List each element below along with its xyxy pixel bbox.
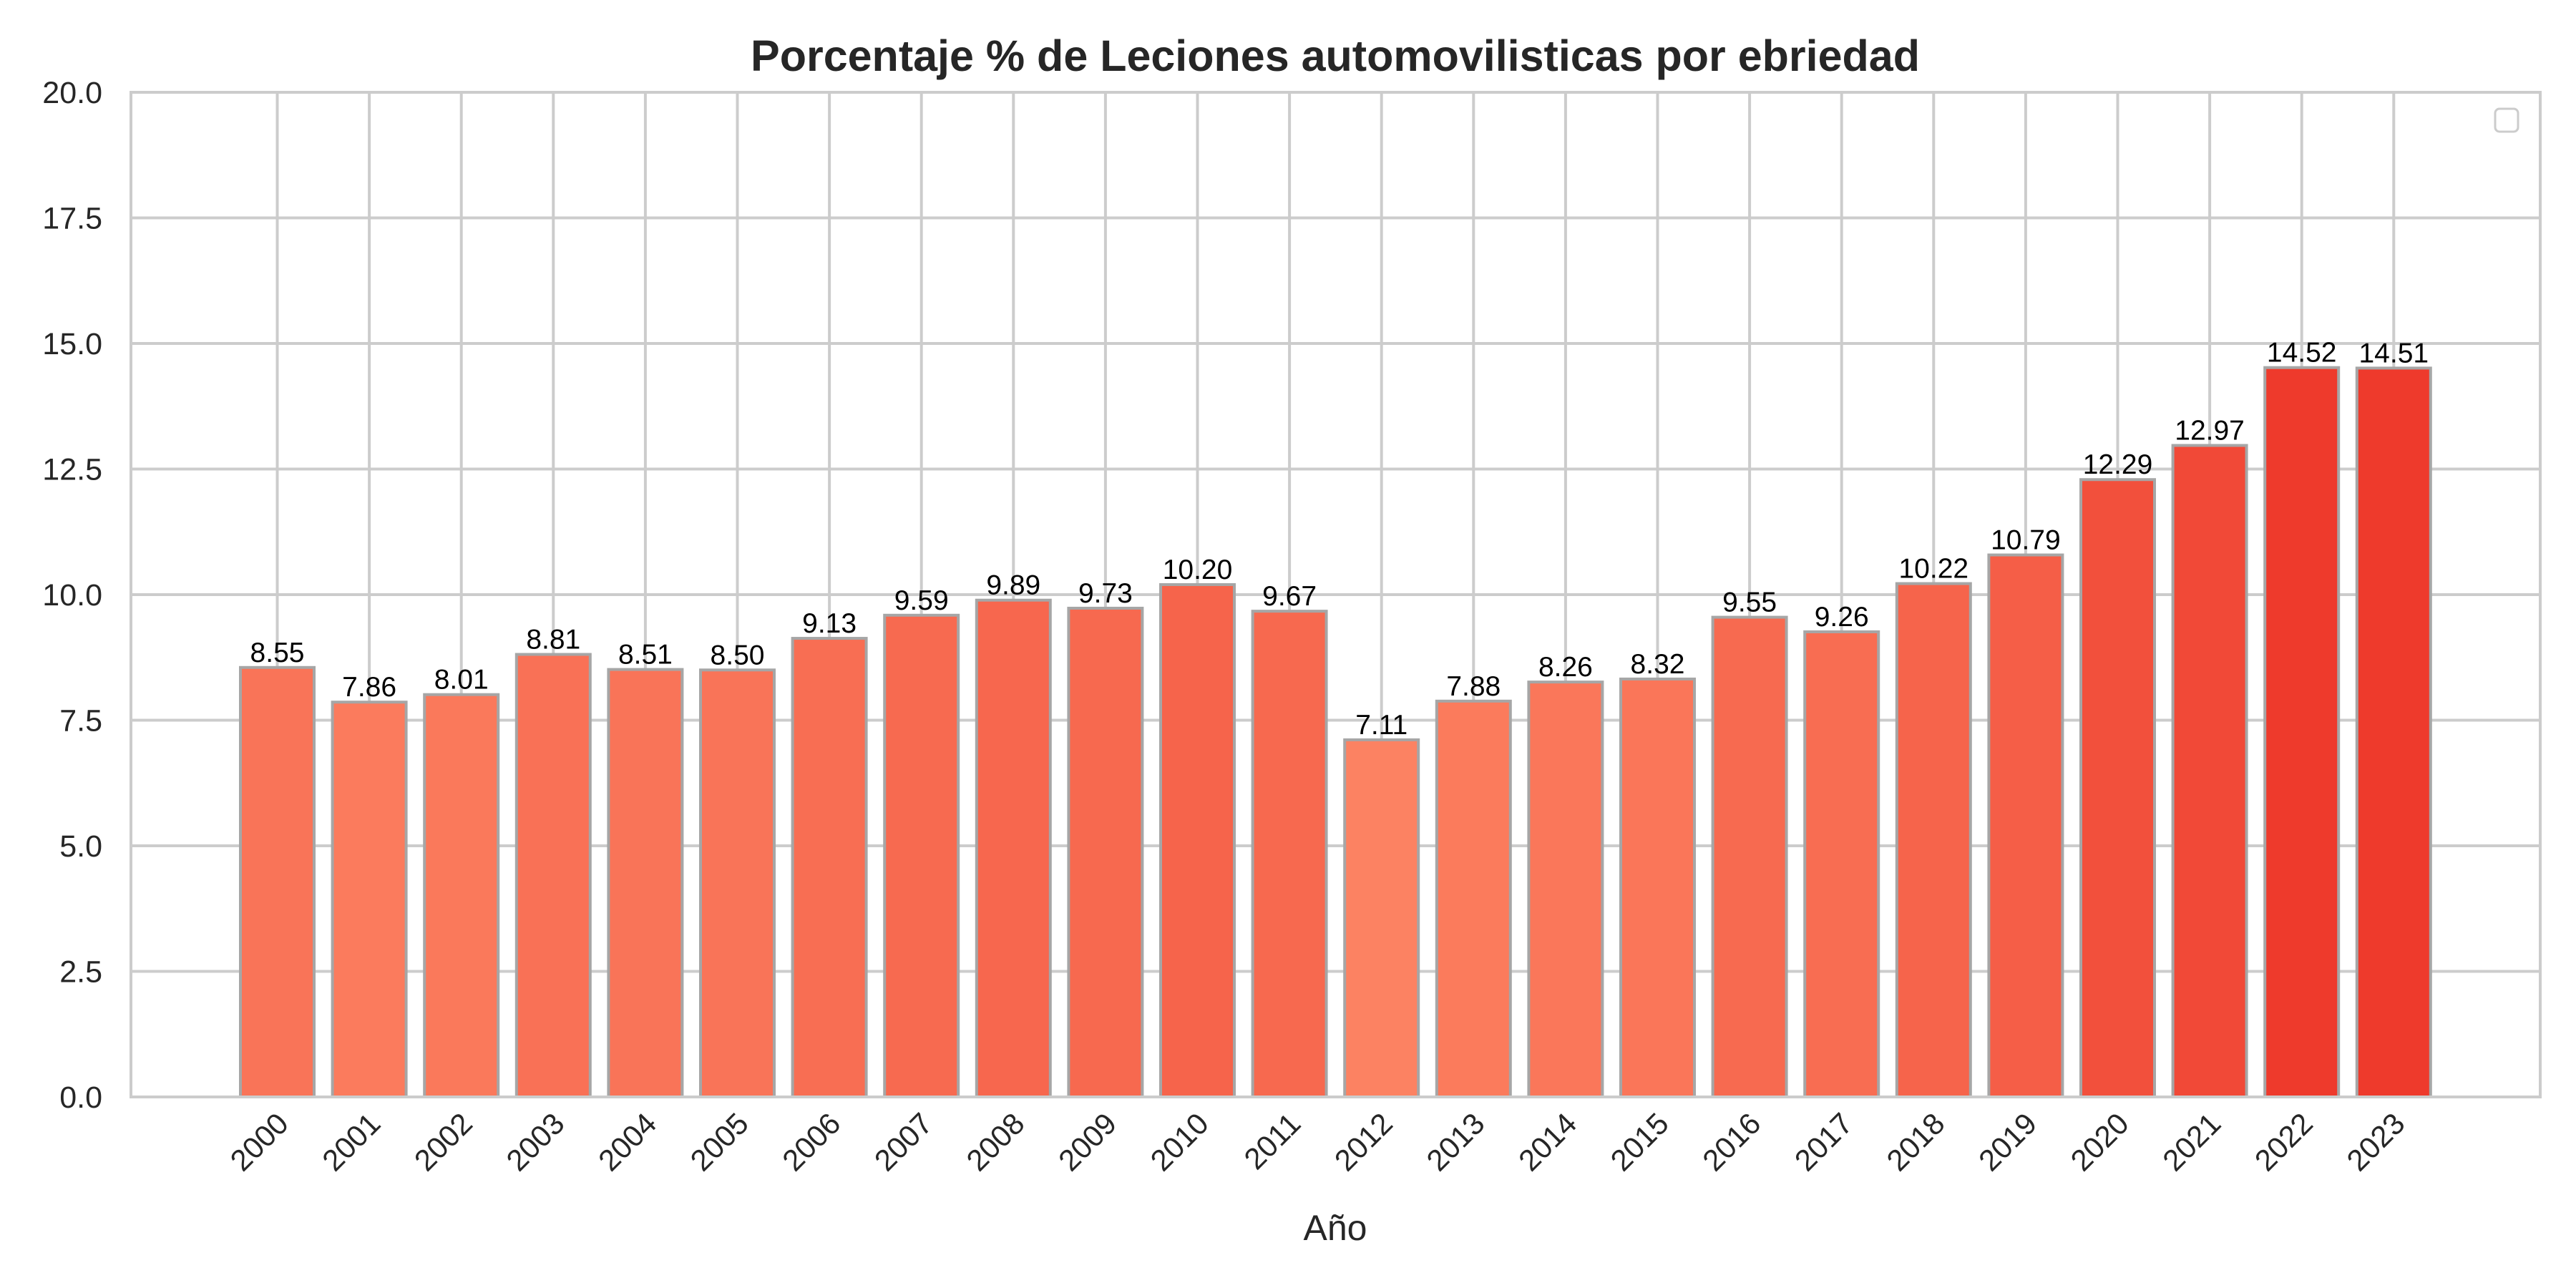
bar-2000 bbox=[239, 665, 316, 1098]
bar-2002 bbox=[423, 693, 500, 1098]
x-tick-label-2000: 2000 bbox=[224, 1106, 295, 1177]
x-tick-label-2010: 2010 bbox=[1144, 1106, 1215, 1177]
y-tick-label: 7.5 bbox=[59, 704, 102, 738]
value-label-2023: 14.51 bbox=[2358, 338, 2429, 369]
legend-box bbox=[2494, 107, 2519, 133]
bar-2023 bbox=[2355, 366, 2432, 1098]
bar-2016 bbox=[1711, 615, 1788, 1098]
y-tick-label: 15.0 bbox=[42, 327, 102, 361]
value-label-2000: 8.55 bbox=[250, 638, 305, 668]
y-tick-label: 12.5 bbox=[42, 453, 102, 487]
bar-2014 bbox=[1527, 680, 1604, 1098]
bar-2004 bbox=[607, 668, 684, 1098]
value-label-2011: 9.67 bbox=[1262, 581, 1317, 612]
value-label-2022: 14.52 bbox=[2267, 338, 2337, 369]
bar-2010 bbox=[1159, 582, 1236, 1098]
bar-2019 bbox=[1987, 553, 2064, 1098]
bar-2022 bbox=[2263, 366, 2341, 1098]
bar-2018 bbox=[1895, 582, 1972, 1098]
x-tick-label-2004: 2004 bbox=[592, 1106, 663, 1177]
bar-layer bbox=[239, 366, 2432, 1099]
value-label-2016: 9.55 bbox=[1722, 587, 1777, 618]
value-label-2020: 12.29 bbox=[2083, 449, 2153, 480]
value-label-layer: 8.55 7.86 8.01 8.81 8.51 8.50 9.13 9.59 9.89 9.73… bbox=[250, 338, 2429, 741]
x-tick-label-2014: 2014 bbox=[1512, 1106, 1583, 1177]
bar-2001 bbox=[331, 701, 408, 1098]
value-label-2012: 7.11 bbox=[1355, 710, 1407, 741]
bar-2007 bbox=[883, 613, 960, 1098]
bar-2003 bbox=[514, 653, 592, 1098]
bar-2005 bbox=[699, 668, 776, 1098]
bar-2009 bbox=[1067, 606, 1144, 1098]
bar-2006 bbox=[791, 637, 868, 1098]
x-tick-label-2020: 2020 bbox=[2064, 1106, 2135, 1177]
y-tick-label: 0.0 bbox=[59, 1080, 102, 1115]
x-tick-label-2018: 2018 bbox=[1880, 1106, 1951, 1177]
value-label-2004: 8.51 bbox=[618, 640, 673, 670]
x-tick-label-2019: 2019 bbox=[1972, 1106, 2043, 1177]
value-label-2008: 9.89 bbox=[986, 570, 1040, 601]
value-label-2021: 12.97 bbox=[2175, 416, 2245, 447]
x-tick-label-2023: 2023 bbox=[2340, 1106, 2411, 1177]
x-tick-label-2021: 2021 bbox=[2156, 1106, 2227, 1177]
value-label-2017: 9.26 bbox=[1815, 602, 1869, 633]
value-label-2010: 10.20 bbox=[1163, 555, 1233, 585]
bar-2013 bbox=[1435, 699, 1512, 1098]
x-tick-label-2002: 2002 bbox=[408, 1106, 479, 1177]
bar-2012 bbox=[1343, 738, 1420, 1099]
x-tick-label-2013: 2013 bbox=[1420, 1106, 1491, 1177]
y-tick-layer: 0.0 2.5 5.0 7.5 10.0 12.5 15.0 17.5 20.0 bbox=[42, 76, 102, 1115]
value-label-2002: 8.01 bbox=[434, 665, 489, 696]
value-label-2014: 8.26 bbox=[1538, 652, 1593, 683]
x-tick-layer: 2000 2001 2002 2003 2004 2005 2006 2007 2008 2009… bbox=[224, 1106, 2411, 1177]
x-tick-label-2008: 2008 bbox=[960, 1106, 1030, 1177]
x-tick-label-2022: 2022 bbox=[2248, 1106, 2319, 1177]
y-tick-label: 17.5 bbox=[42, 202, 102, 236]
chart-title: Porcentaje % de Leciones automovilistica… bbox=[751, 31, 1920, 80]
y-tick-label: 5.0 bbox=[59, 829, 102, 864]
value-label-2015: 8.32 bbox=[1631, 649, 1685, 680]
bar-2015 bbox=[1619, 677, 1696, 1098]
x-tick-label-2016: 2016 bbox=[1696, 1106, 1767, 1177]
value-label-2018: 10.22 bbox=[1898, 554, 1968, 585]
bar-2021 bbox=[2171, 444, 2248, 1098]
bar-2017 bbox=[1803, 630, 1880, 1098]
y-tick-label: 2.5 bbox=[59, 955, 102, 990]
value-label-2007: 9.59 bbox=[894, 585, 949, 616]
value-label-2005: 8.50 bbox=[711, 640, 765, 670]
x-tick-label-2012: 2012 bbox=[1328, 1106, 1399, 1177]
x-tick-label-2003: 2003 bbox=[499, 1106, 570, 1177]
x-tick-label-2001: 2001 bbox=[316, 1106, 386, 1177]
x-tick-label-2017: 2017 bbox=[1788, 1106, 1859, 1177]
value-label-2013: 7.88 bbox=[1446, 671, 1501, 702]
bar-2020 bbox=[2079, 478, 2156, 1098]
value-label-2009: 9.73 bbox=[1078, 578, 1133, 609]
value-label-2001: 7.86 bbox=[342, 672, 396, 703]
bar-2011 bbox=[1251, 610, 1328, 1098]
value-label-2003: 8.81 bbox=[526, 625, 580, 655]
x-tick-label-2015: 2015 bbox=[1604, 1106, 1675, 1177]
x-tick-label-2005: 2005 bbox=[684, 1106, 755, 1177]
plot-frame bbox=[130, 91, 2542, 1098]
bar-2008 bbox=[975, 598, 1052, 1098]
x-tick-label-2007: 2007 bbox=[868, 1106, 939, 1177]
value-label-2006: 9.13 bbox=[802, 608, 857, 639]
value-label-2019: 10.79 bbox=[1991, 525, 2061, 556]
x-tick-label-2011: 2011 bbox=[1237, 1106, 1307, 1176]
x-tick-label-2006: 2006 bbox=[776, 1106, 847, 1177]
x-axis-label: Año bbox=[1304, 1208, 1367, 1248]
y-tick-label: 10.0 bbox=[42, 578, 102, 613]
y-tick-label: 20.0 bbox=[42, 76, 102, 110]
x-tick-label-2009: 2009 bbox=[1052, 1106, 1123, 1177]
